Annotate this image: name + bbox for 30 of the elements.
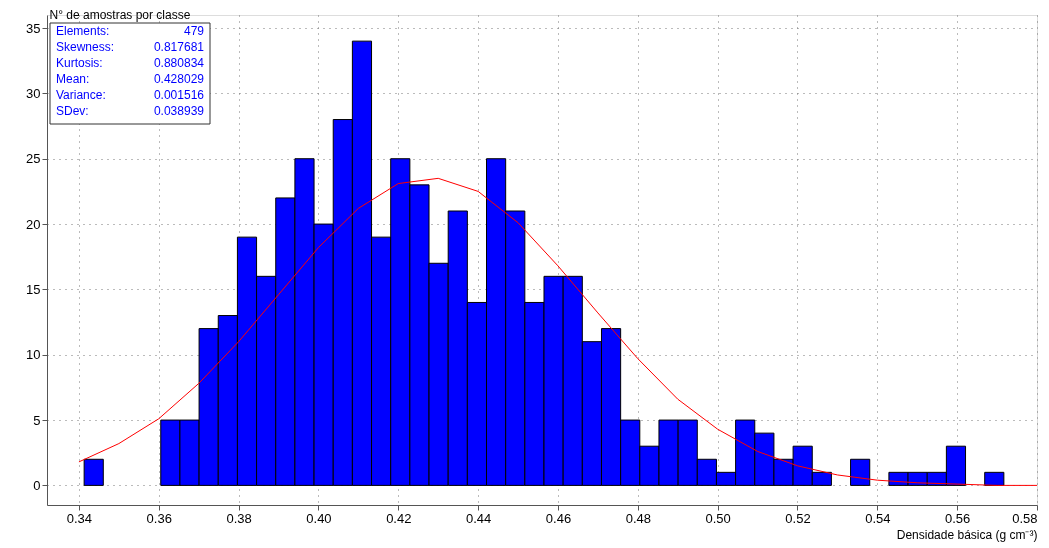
text: Skewness: 0.817681 [56,40,204,54]
x-tick-label: 0.56 [945,510,971,526]
x-tick-label: 0.44 [465,510,492,526]
x-tick-label: 0.54 [865,510,891,526]
x-tick-label: 0.36 [146,510,172,526]
text: Variance: 0.001516 [56,88,204,102]
y-tick-label: 20 [26,216,41,232]
x-tick-label: 0.48 [625,510,651,526]
y-tick-label: 15 [26,281,41,297]
y-axis-title: N° de amostras por classe [49,7,191,22]
y-tick-label: 5 [33,412,41,428]
y-tick-label: 0 [33,477,41,493]
x-tick-label: 0.50 [705,510,731,526]
y-tick-label: 10 [26,347,41,363]
x-axis-title: Densidade básica (g cm⁻³) [896,527,1038,542]
x-tick-label: 0.46 [545,510,572,526]
y-tick-label: 35 [26,20,41,36]
text: Kurtosis: 0.880834 [56,56,204,70]
x-tick-label: 0.34 [66,510,93,526]
x-tick-label: 0.58 [1012,510,1038,526]
x-tick-label: 0.38 [226,510,252,526]
text: Elements: 479 [56,24,204,38]
y-tick-label: 25 [26,151,41,167]
x-tick-label: 0.42 [386,510,412,526]
x-tick-label: 0.40 [306,510,332,526]
line-series [78,177,1037,486]
y-tick-label: 30 [26,85,41,101]
text: Mean: 0.428029 [56,72,204,86]
x-tick-label: 0.52 [785,510,811,526]
text: SDev: 0.038939 [56,104,204,118]
